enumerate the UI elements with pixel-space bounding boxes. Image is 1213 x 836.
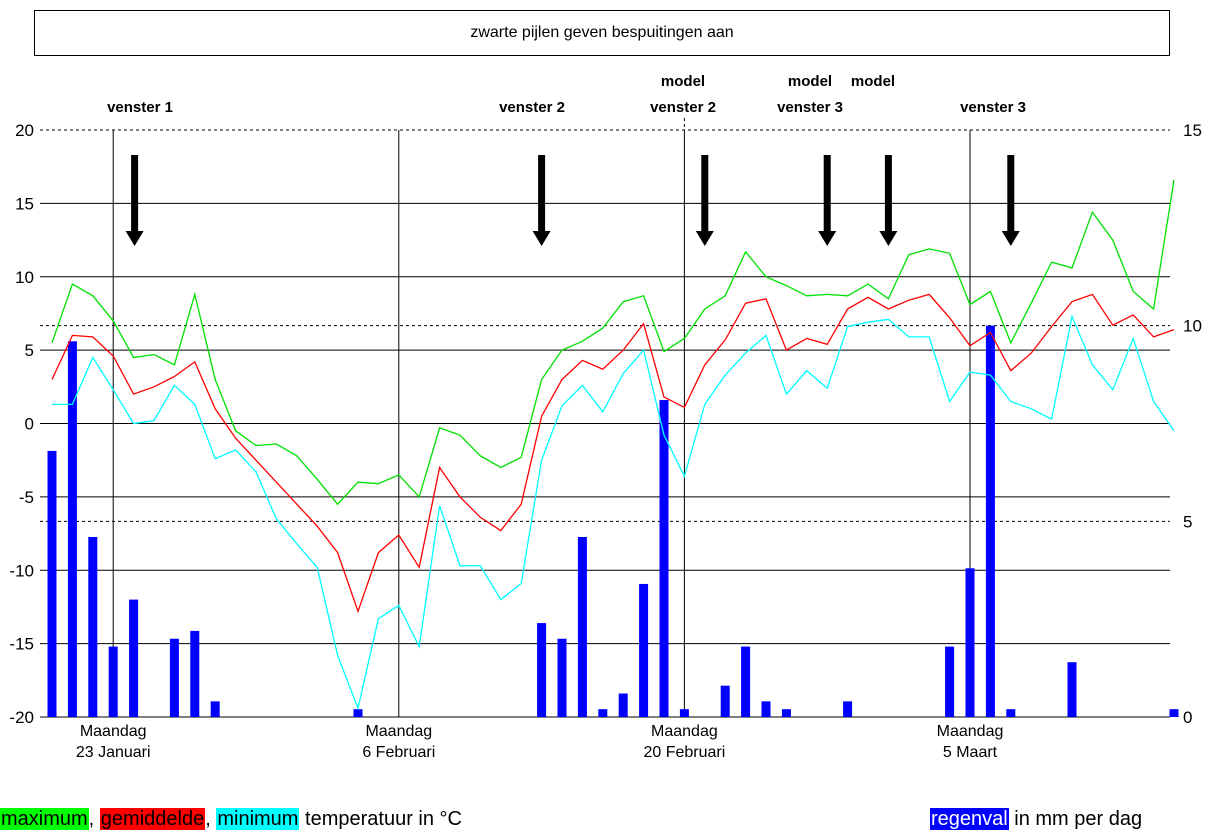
x-tick-label: Maandag	[651, 723, 718, 740]
y-left-tick-label: 10	[15, 268, 34, 287]
chart-banner: zwarte pijlen geven bespuitingen aan	[34, 10, 1170, 56]
y-right-tick-label: 0	[1183, 708, 1192, 727]
series-line-minimum	[52, 314, 1175, 711]
annotation-label: model	[851, 73, 895, 90]
rain-bar	[1006, 709, 1016, 717]
spray-arrow-head	[695, 231, 714, 246]
rain-bar	[1169, 709, 1179, 717]
rain-bar	[639, 583, 649, 717]
legend-separator: ,	[88, 808, 100, 830]
rain-bar	[965, 568, 975, 717]
x-tick-label: 6 Februari	[362, 744, 435, 761]
legend-rain-text: in mm per dag	[1008, 808, 1143, 830]
rain-legend: regenval in mm per dag	[930, 808, 1142, 831]
legend-maximum: maximum	[0, 808, 89, 830]
x-tick-label: 23 Januari	[76, 744, 151, 761]
spray-arrow-head	[879, 231, 898, 246]
rain-bar	[659, 400, 669, 717]
rain-bar	[1067, 662, 1077, 717]
x-tick-label: Maandag	[365, 723, 432, 740]
rain-bar	[210, 701, 220, 717]
rain-bar	[108, 646, 118, 717]
series-line-gemiddelde	[51, 293, 1175, 614]
legend-minimum: minimum	[216, 808, 300, 830]
x-tick-label: Maandag	[937, 723, 1004, 740]
x-tick-label: 5 Maart	[943, 744, 998, 761]
spray-arrow-head	[125, 231, 144, 246]
annotation-label: venster 2	[650, 99, 716, 116]
rain-bar	[618, 693, 628, 717]
rain-bar	[67, 341, 77, 717]
spray-arrow-head	[532, 231, 551, 246]
y-left-tick-label: 20	[15, 121, 34, 140]
annotation-label: model	[661, 73, 705, 90]
rain-bar	[47, 450, 57, 717]
y-left-tick-label: -20	[9, 708, 34, 727]
rain-bar	[985, 325, 995, 717]
temperature-rain-chart: 20 15 10 5 0 -5 -10 -15 -20 15 10 5 0 venster 1 venste…	[9, 73, 1202, 761]
rain-bar	[781, 709, 791, 717]
rain-bar	[169, 638, 179, 717]
rain-bar	[577, 536, 587, 717]
rain-bar	[843, 701, 853, 717]
spray-arrow-head	[1001, 231, 1020, 246]
y-left-tick-label: -15	[9, 635, 34, 654]
temperature-legend: maximum, gemiddelde, minimum temperatuur…	[0, 808, 462, 831]
legend-temperature-text: temperatuur in °C	[299, 808, 462, 830]
y-right-tick-label: 10	[1183, 317, 1202, 336]
annotation-label: model	[788, 73, 832, 90]
rain-bar	[88, 536, 98, 717]
rain-bar	[190, 630, 200, 717]
annotation-label: venster 1	[107, 99, 173, 116]
annotation-label: venster 2	[499, 99, 565, 116]
rain-bar	[129, 599, 139, 717]
rain-bar	[741, 646, 751, 717]
rain-bar	[720, 685, 730, 717]
annotation-label: venster 3	[777, 99, 843, 116]
spray-arrow-head	[818, 231, 837, 246]
rain-bar	[353, 709, 363, 717]
legend-gemiddelde: gemiddelde	[99, 808, 206, 830]
rain-bar	[945, 646, 955, 717]
rain-bar	[557, 638, 567, 717]
y-left-tick-label: 5	[25, 341, 34, 360]
y-left-tick-label: 15	[15, 194, 34, 213]
rain-bar	[679, 709, 689, 717]
rain-bar	[537, 623, 547, 717]
legend-separator: ,	[205, 808, 217, 830]
x-tick-label: Maandag	[80, 723, 147, 740]
annotation-label: venster 3	[960, 99, 1026, 116]
y-left-tick-label: -10	[9, 561, 34, 580]
y-right-tick-label: 15	[1183, 121, 1202, 140]
y-left-tick-label: -5	[19, 488, 34, 507]
x-tick-label: 20 Februari	[643, 744, 725, 761]
rain-bar	[598, 709, 608, 717]
legend-regenval: regenval	[930, 808, 1009, 830]
y-right-tick-label: 5	[1183, 512, 1192, 531]
rain-bar	[761, 701, 771, 717]
series-line-maximum	[51, 179, 1175, 506]
y-left-tick-label: 0	[25, 415, 34, 434]
